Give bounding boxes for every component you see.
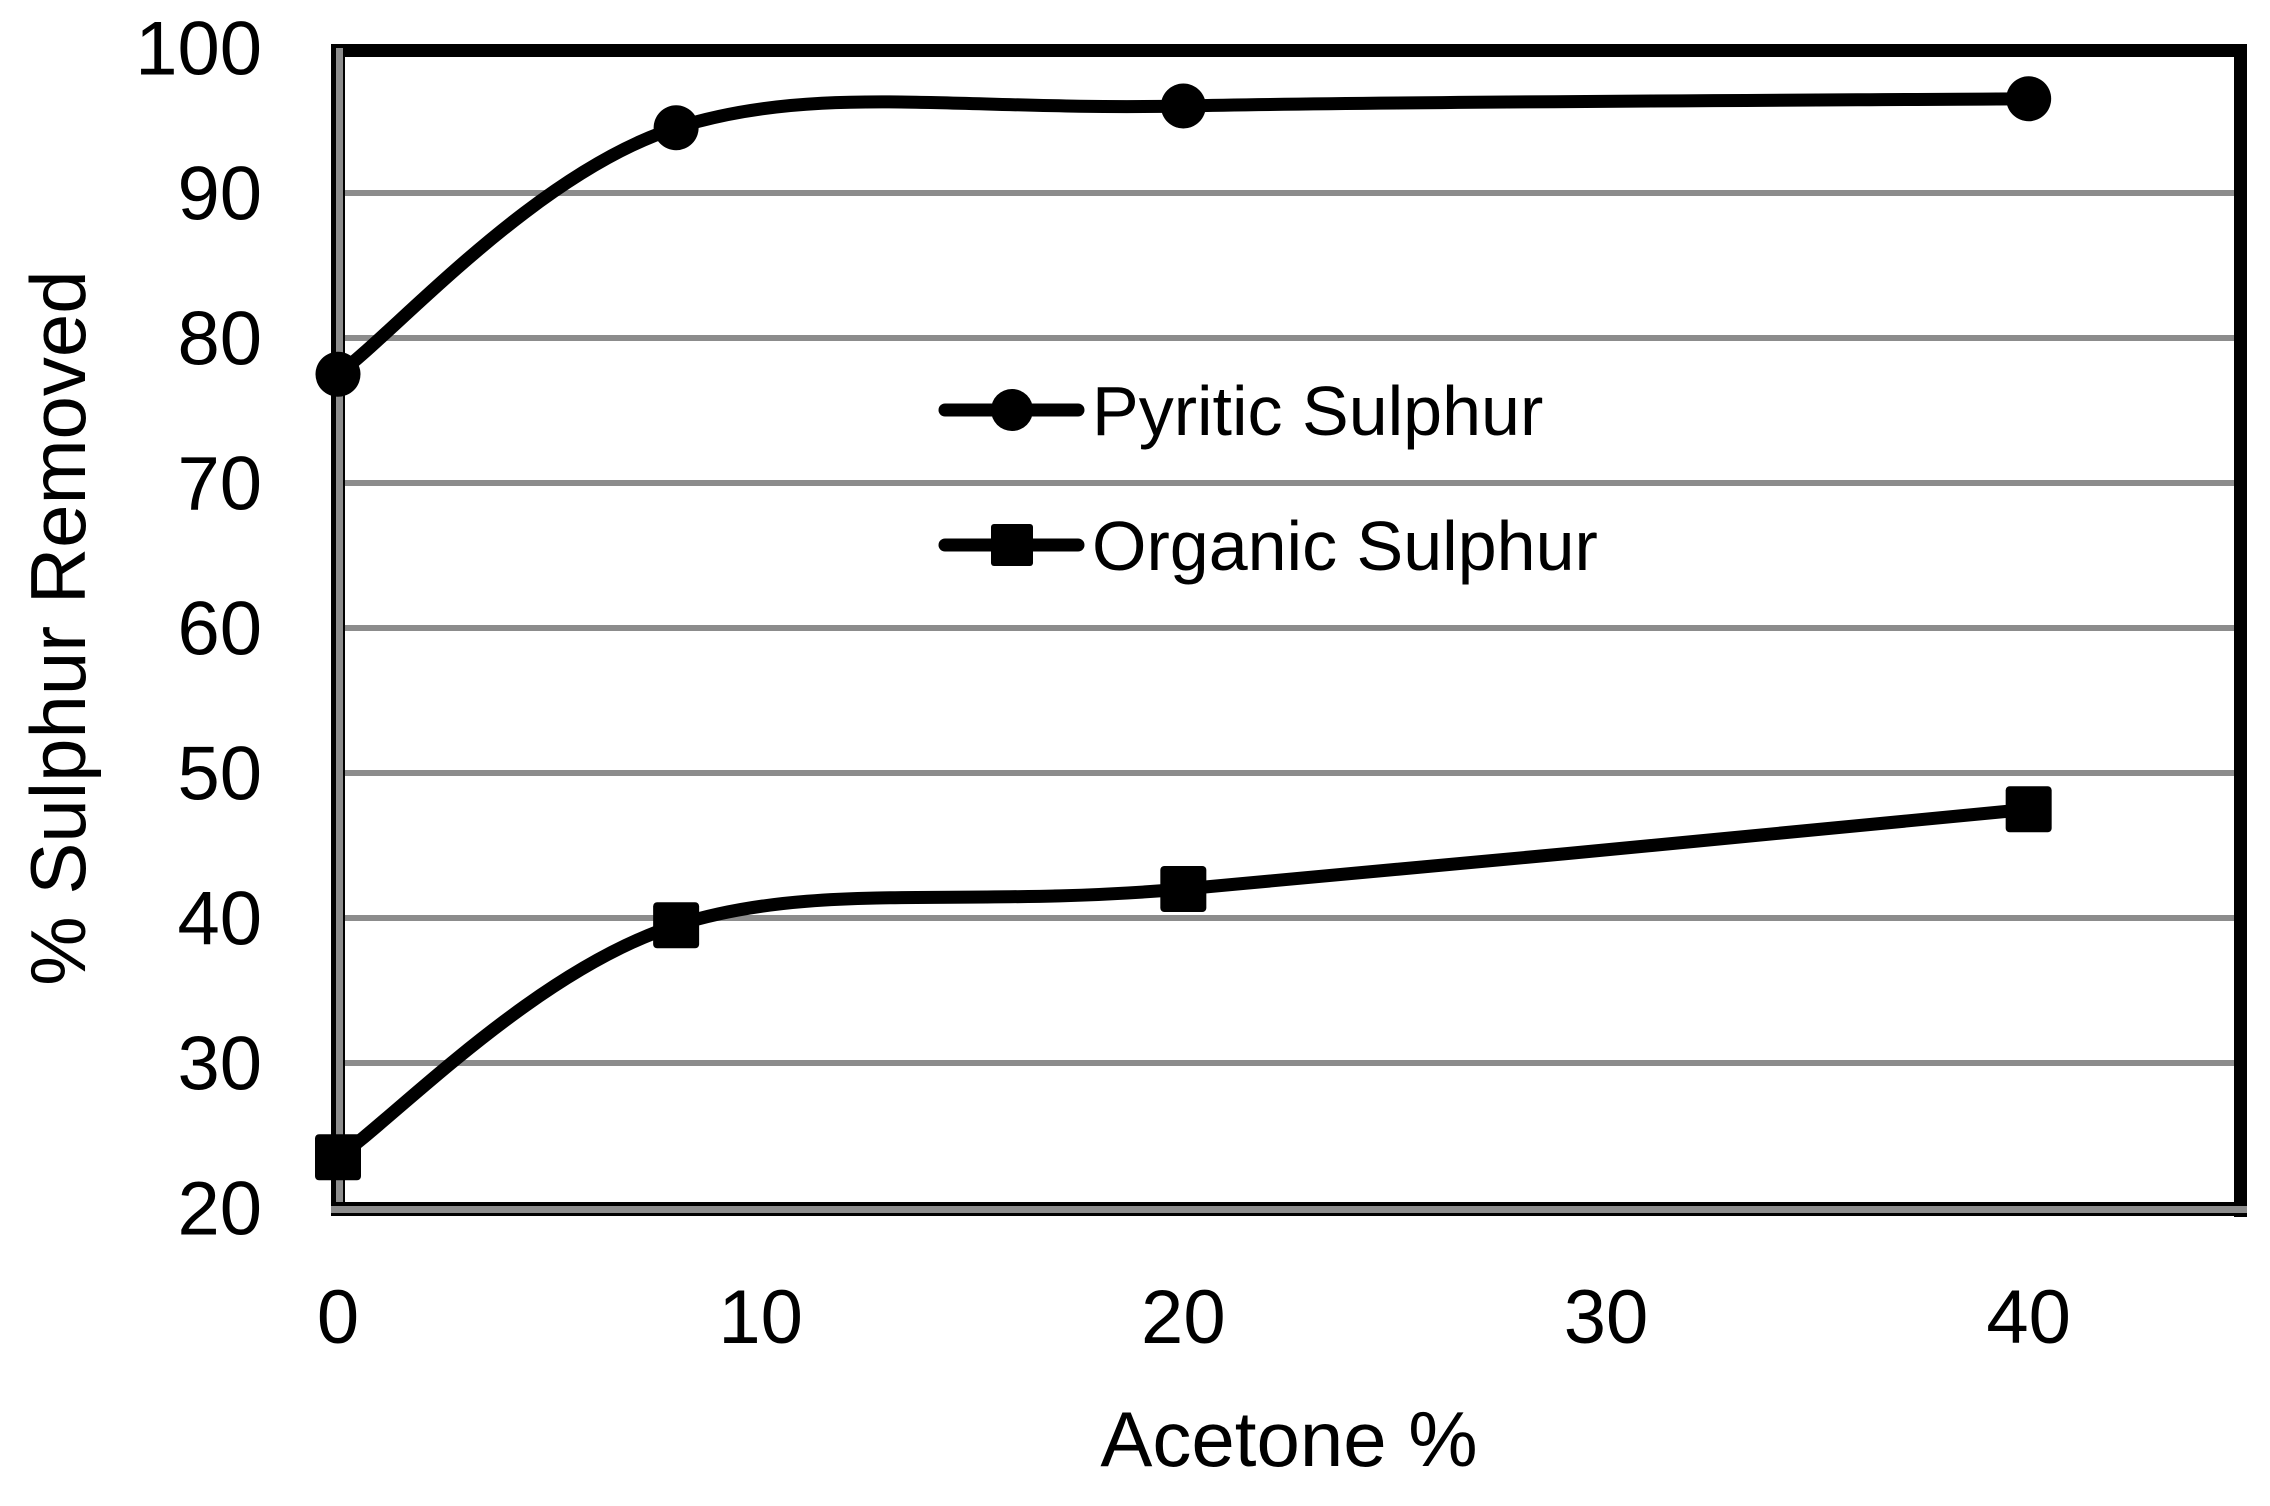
data-point-marker — [315, 1134, 361, 1181]
series-pyritic-sulphur — [315, 76, 2052, 397]
x-axis-line-upper — [331, 1202, 2247, 1206]
y-axis-line — [336, 48, 343, 1214]
data-point-marker — [315, 351, 361, 397]
data-series — [315, 76, 2052, 1181]
y-tick-label: 90 — [177, 152, 262, 237]
legend-item-organic-sulphur: Organic Sulphur — [938, 507, 1598, 585]
data-point-marker — [1160, 866, 1207, 912]
x-tick-label: 0 — [317, 1275, 359, 1360]
y-tick-label: 80 — [177, 297, 262, 382]
legend-label: Pyritic Sulphur — [1092, 372, 1543, 450]
x-axis-title: Acetone % — [1100, 1395, 1477, 1483]
y-tick-label: 70 — [177, 442, 262, 527]
plot-border-right — [2234, 44, 2247, 1217]
legend-circle-marker-icon — [991, 389, 1033, 431]
y-tick-label: 100 — [135, 7, 262, 92]
y-tick-label: 30 — [177, 1022, 262, 1107]
x-tick-label: 40 — [1986, 1275, 2071, 1360]
data-point-marker — [1160, 83, 1206, 129]
legend-square-marker-icon — [991, 524, 1033, 566]
y-tick-label: 50 — [177, 732, 262, 817]
series-line-pyritic-sulphur — [331, 92, 2036, 381]
plot-area-border — [331, 44, 2247, 1217]
plot-border-top — [331, 44, 2247, 57]
x-tick-label: 30 — [1564, 1275, 1649, 1360]
legend-label: Organic Sulphur — [1092, 507, 1598, 585]
legend-item-pyritic-sulphur: Pyritic Sulphur — [938, 372, 1543, 450]
x-axis-line — [331, 1206, 2247, 1213]
y-tick-label: 60 — [177, 587, 262, 672]
x-axis-line-lower — [331, 1213, 2247, 1216]
x-axis-tick-labels: 0 10 20 30 40 — [317, 1275, 2071, 1360]
y-axis-line-outer — [331, 48, 336, 1216]
y-tick-label: 40 — [177, 877, 262, 962]
series-line-organic-sulphur — [331, 802, 2036, 1164]
data-point-marker — [2005, 786, 2052, 833]
y-tick-label: 20 — [177, 1167, 262, 1252]
data-point-marker — [2006, 76, 2052, 122]
data-point-marker — [653, 105, 699, 151]
data-point-marker — [653, 902, 700, 949]
series-organic-sulphur — [315, 786, 2052, 1181]
y-axis-tick-labels: 20 30 40 50 60 70 80 90 100 — [135, 7, 262, 1252]
x-tick-label: 20 — [1141, 1275, 1226, 1360]
y-axis-line-inner — [343, 48, 345, 1214]
gridlines — [343, 190, 2234, 1066]
legend: Pyritic Sulphur Organic Sulphur — [938, 372, 1598, 585]
x-tick-label: 10 — [718, 1275, 803, 1360]
y-axis-title: % Sulphur Removed — [14, 270, 102, 985]
